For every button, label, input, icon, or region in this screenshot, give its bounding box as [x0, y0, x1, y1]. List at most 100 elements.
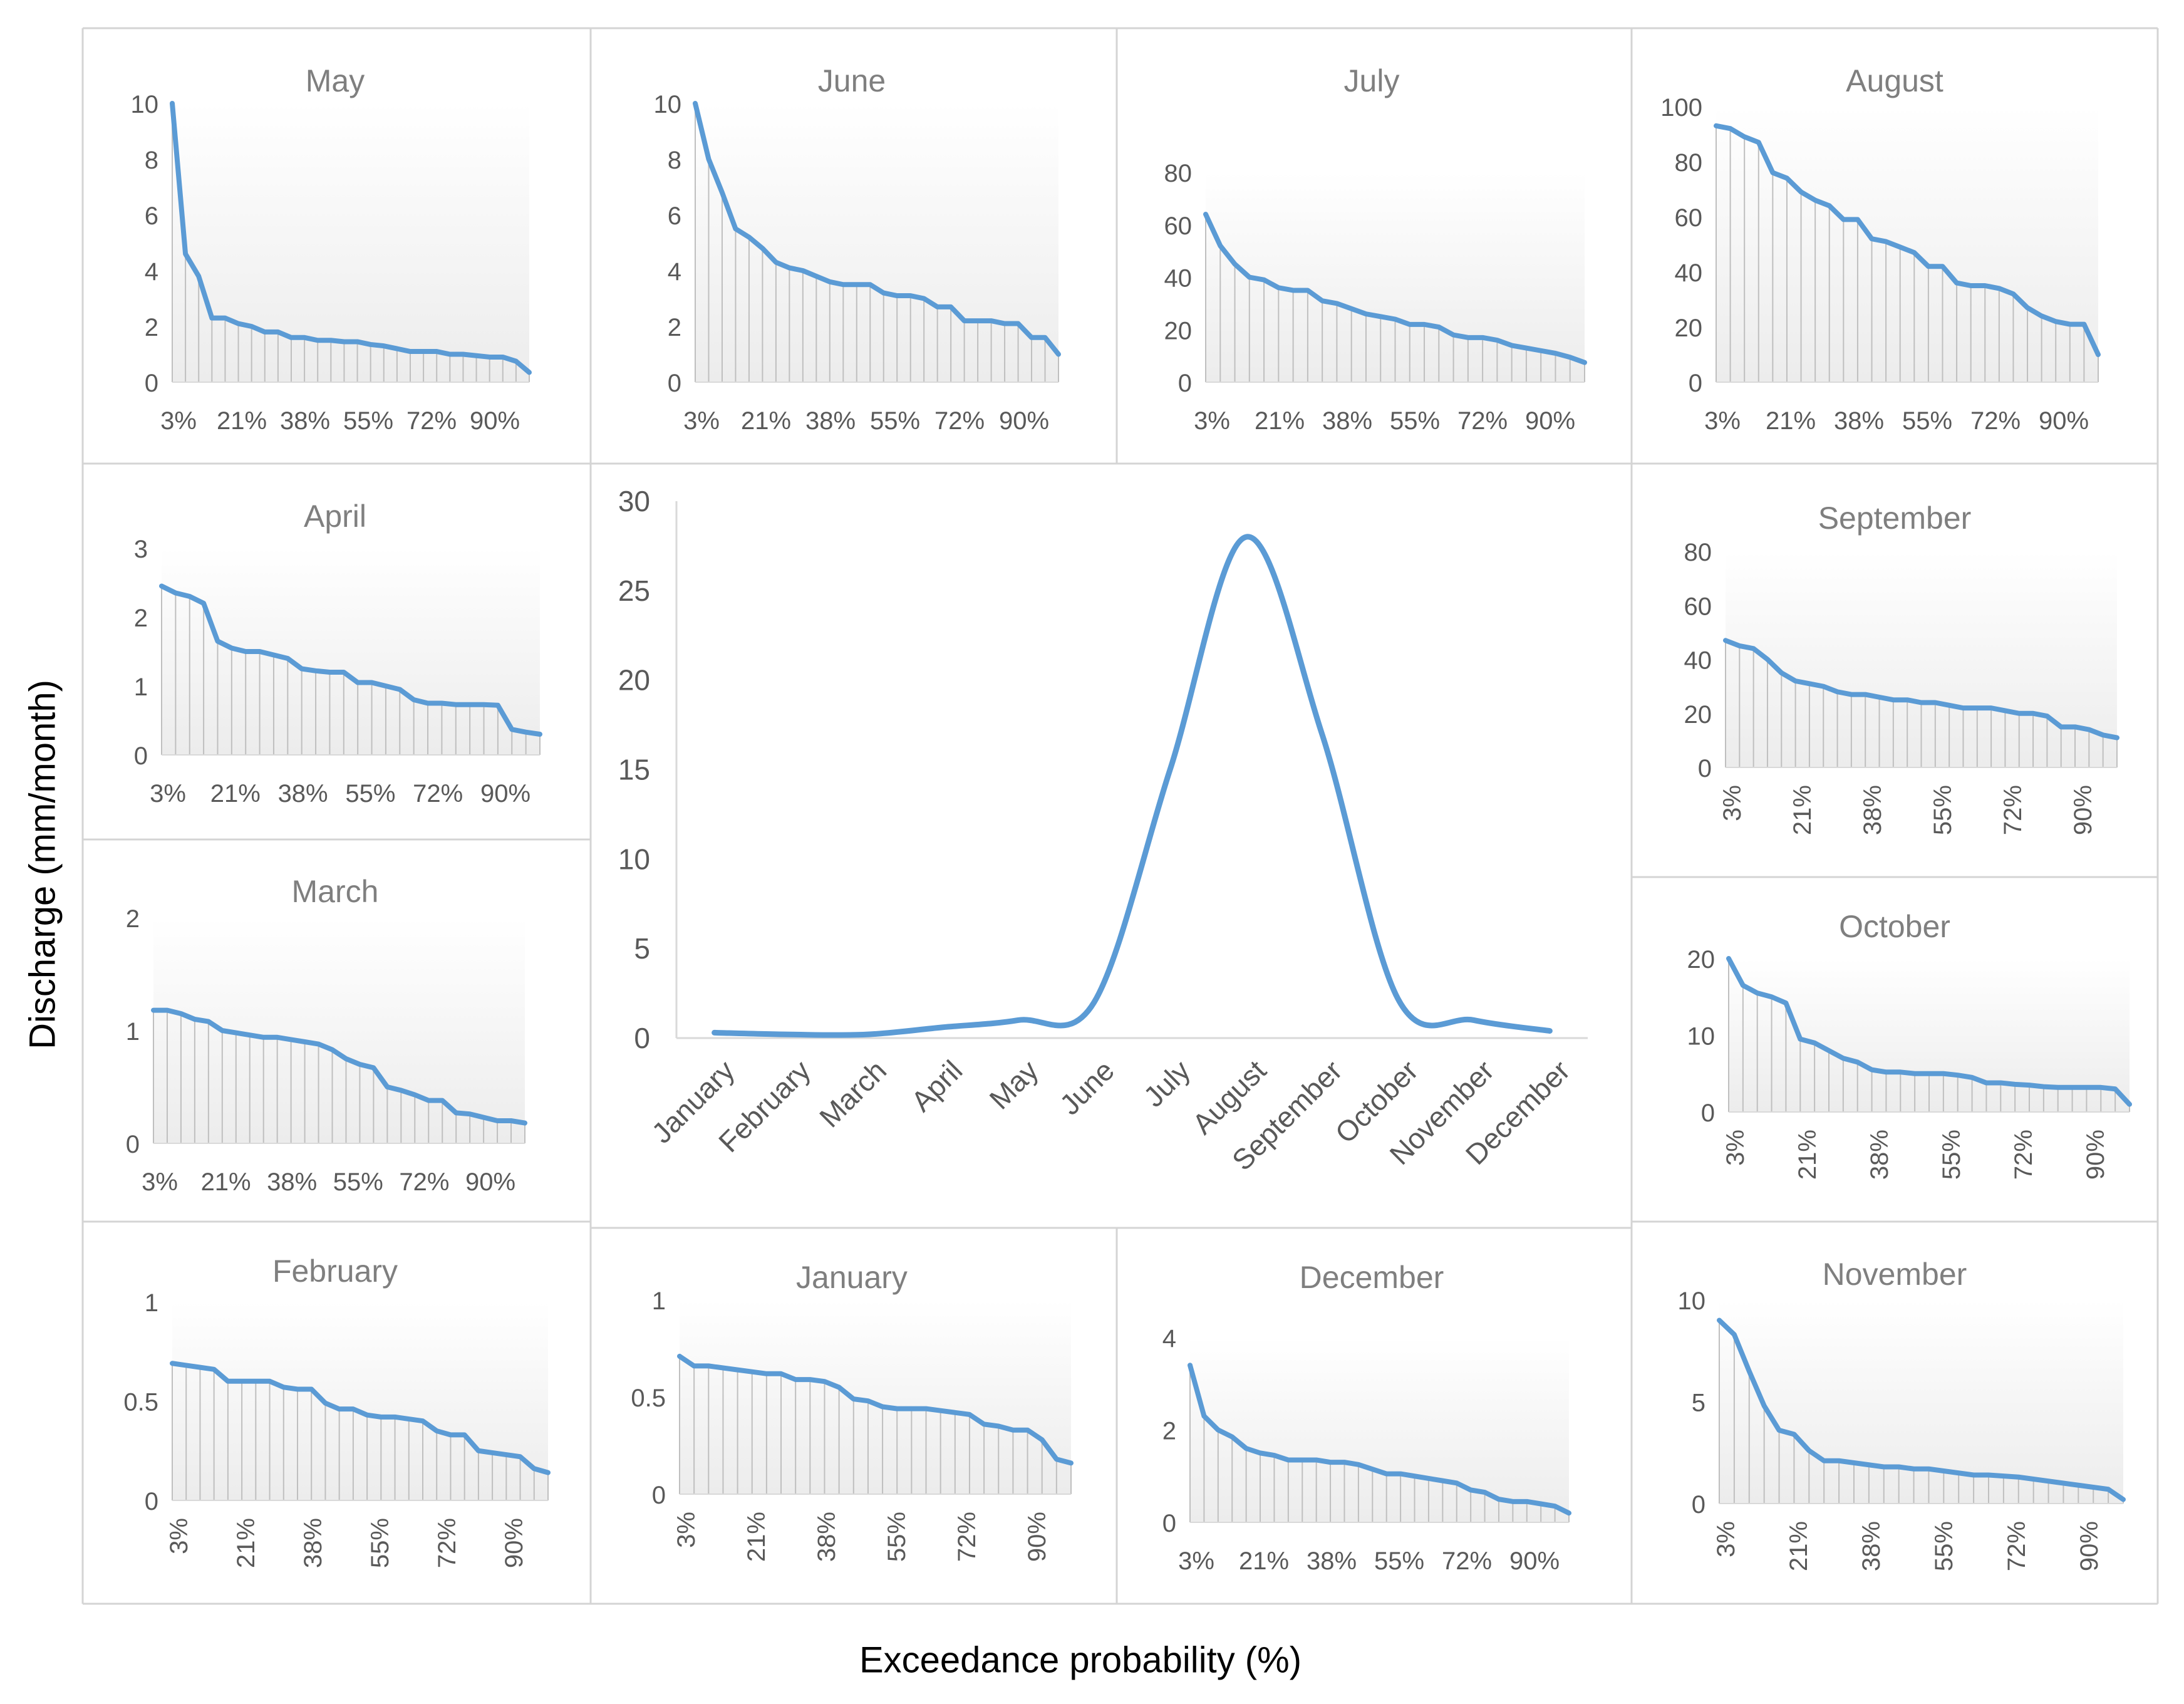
x-tick-label: 3% [673, 1512, 700, 1548]
series-line-may [170, 101, 532, 375]
chart-title-february: February [272, 1254, 398, 1289]
y-tick-label: 8 [145, 147, 158, 174]
x-tick-label: 3% [1194, 407, 1230, 435]
y-tick-label: 40 [1164, 265, 1193, 293]
y-tick-label: 2 [1162, 1418, 1176, 1445]
x-tick-label: 38% [267, 1168, 317, 1196]
y-tick-label: 60 [1684, 593, 1712, 620]
x-tick-label: 21% [1785, 1521, 1813, 1571]
x-tick-label: 72% [934, 407, 985, 435]
y-tick-label: 20 [1164, 317, 1193, 345]
x-tick-label: 21% [232, 1518, 260, 1568]
x-tick-label: 55% [1929, 785, 1957, 835]
y-tick-label: 3 [134, 536, 148, 563]
x-tick-label: 90% [480, 780, 530, 808]
x-tick-label: 55% [1390, 407, 1440, 435]
x-tick-label: May [983, 1054, 1044, 1115]
y-tick-label: 0.5 [123, 1389, 158, 1416]
series-line-march [151, 1007, 527, 1126]
chart-june: June 0 2 4 6 8 10 3% 21% 38% 55% 72% 90% [654, 63, 1061, 435]
chart-title-july: July [1344, 63, 1400, 98]
x-tick-label: 72% [399, 1168, 449, 1196]
x-tick-label: 90% [500, 1518, 528, 1568]
x-tick-label: 3% [1719, 785, 1746, 821]
x-tick-label: 38% [280, 407, 330, 435]
x-tick-label: 55% [1902, 407, 1952, 435]
y-tick-label: 10 [1678, 1287, 1706, 1315]
y-tick-label: 10 [131, 91, 159, 118]
y-tick-label: 0 [1701, 1099, 1715, 1127]
y-tick-label: 10 [654, 91, 682, 118]
x-tick-label: June [1053, 1054, 1120, 1121]
y-tick-label: 8 [668, 147, 681, 174]
y-tick-label: 0 [145, 1488, 158, 1515]
plot-background [1719, 1300, 2123, 1504]
y-tick-label: 0 [1162, 1510, 1176, 1537]
y-tick-label: 0.5 [631, 1384, 666, 1412]
series-line-november [1717, 1317, 2126, 1502]
x-tick-label: 3% [160, 407, 197, 435]
x-tick-label: 72% [953, 1512, 981, 1562]
x-tick-label: 3% [1722, 1130, 1749, 1166]
x-tick-label: 21% [1255, 407, 1305, 435]
y-tick-label: 4 [145, 258, 158, 286]
x-tick-label: 3% [1712, 1521, 1740, 1557]
series-line-april [159, 583, 542, 737]
plot-background [680, 1300, 1071, 1494]
y-tick-label: 4 [668, 258, 681, 286]
y-tick-label: 0 [1698, 755, 1712, 782]
y-tick-label: 20 [1687, 946, 1716, 974]
chart-october: October 0 10 20 3% 21% 38% 55% 72% 90% [1687, 909, 2132, 1180]
y-tick-label: 80 [1684, 539, 1712, 566]
chart-january: January 0 0.5 1 3% 21% 38% 55% 72% 90% [631, 1260, 1074, 1562]
y-tick-label: 2 [145, 314, 158, 341]
x-tick-label: 21% [741, 407, 791, 435]
x-tick-label: 90% [2069, 785, 2097, 835]
x-tick-label: 55% [343, 407, 393, 435]
y-tick-label: 20 [618, 664, 650, 697]
chart-march: March 0 1 2 3% 21% 38% 55% 72% 90% [126, 874, 527, 1196]
x-tick-label: 38% [1858, 1521, 1885, 1571]
x-tick-label: 90% [1023, 1512, 1051, 1562]
x-tick-label: April [905, 1054, 969, 1118]
x-tick-label: 3% [683, 407, 720, 435]
x-tick-label: 38% [1307, 1547, 1357, 1575]
x-tick-label: 38% [299, 1518, 327, 1568]
chart-title-april: April [304, 499, 366, 534]
x-axis-label: Exceedance probability (%) [859, 1639, 1302, 1681]
chart-title-may: May [306, 63, 365, 98]
x-tick-label: 38% [1322, 407, 1372, 435]
series-line-february [170, 1361, 551, 1475]
y-tick-label: 20 [1684, 701, 1712, 729]
chart-november: November 0 5 10 3% 21% 38% 55% 72% 90% [1678, 1257, 2126, 1571]
y-tick-label: 0 [652, 1482, 666, 1509]
x-tick-label: 38% [805, 407, 856, 435]
y-tick-label: 1 [145, 1289, 158, 1317]
chart-april: April 0 1 2 3 3% 21% 38% 55% 72% 90% [134, 499, 542, 808]
x-tick-label: 38% [1834, 407, 1884, 435]
y-tick-label: 30 [618, 485, 650, 517]
chart-title-september: September [1818, 501, 1972, 536]
y-tick-label: 2 [668, 314, 681, 341]
x-tick-label: 72% [2010, 1130, 2037, 1180]
plot-background [1190, 1338, 1569, 1522]
y-tick-label: 0 [668, 370, 681, 397]
y-tick-label: 0 [1689, 370, 1702, 397]
y-tick-label: 60 [1675, 204, 1703, 232]
chart-title-august: August [1846, 63, 1943, 98]
y-tick-label: 80 [1675, 149, 1703, 177]
y-tick-label: 2 [126, 905, 140, 933]
x-tick-label: 90% [2082, 1130, 2109, 1180]
y-tick-label: 2 [134, 605, 148, 632]
y-tick-label: 100 [1660, 94, 1702, 122]
y-tick-label: 1 [126, 1018, 140, 1046]
plot-background [172, 103, 529, 382]
x-tick-label: 38% [813, 1512, 841, 1562]
x-tick-label: 72% [1970, 407, 2021, 435]
x-tick-label: 21% [1239, 1547, 1289, 1575]
y-tick-label: 4 [1162, 1325, 1176, 1353]
x-tick-label: 21% [1789, 785, 1816, 835]
x-tick-label: March [813, 1054, 893, 1133]
